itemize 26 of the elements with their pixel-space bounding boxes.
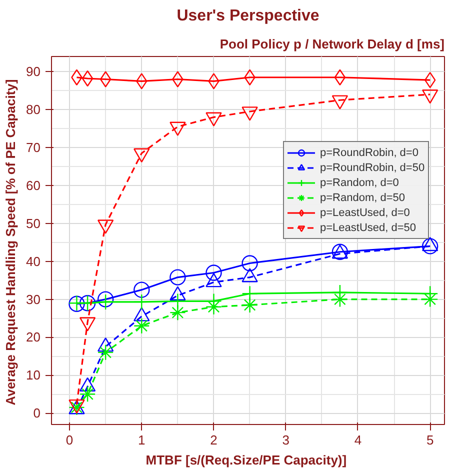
legend-label: p=LeastUsed, d=50 [320,221,416,234]
y-tick-label: 90 [26,64,41,80]
legend-label: p=RoundRobin, d=0 [320,146,418,159]
x-tick-label: 5 [426,432,434,448]
y-tick-label: 20 [26,330,41,345]
y-tick-label: 10 [26,368,41,383]
y-tick-label: 70 [26,140,41,156]
legend-label: p=Random, d=0 [320,176,399,189]
y-tick-label: 60 [26,178,41,193]
x-tick-label: 2 [210,432,218,448]
x-tick-label: 0 [66,432,74,448]
x-tick-label: 4 [354,432,362,448]
y-tick-label: 30 [26,292,41,307]
y-tick-label: 40 [26,254,41,269]
x-axis-title: MTBF [s/(Req.Size/PE Capacity)] [146,452,347,468]
x-tick-label: 3 [282,432,290,448]
y-tick-label: 80 [26,102,41,118]
legend-label: p=LeastUsed, d=0 [320,206,410,219]
chart-title: User's Perspective [176,8,320,24]
legend-label: p=RoundRobin, d=50 [320,161,425,174]
chart-subtitle: Pool Policy p / Network Delay d [ms] [220,36,445,52]
y-axis-title: Average Request Handling Speed [% of PE Capacity] [3,79,18,406]
y-tick-label: 0 [33,406,41,421]
x-tick-label: 1 [138,432,146,448]
legend-label: p=Random, d=50 [320,191,406,204]
y-tick-label: 50 [26,216,41,231]
